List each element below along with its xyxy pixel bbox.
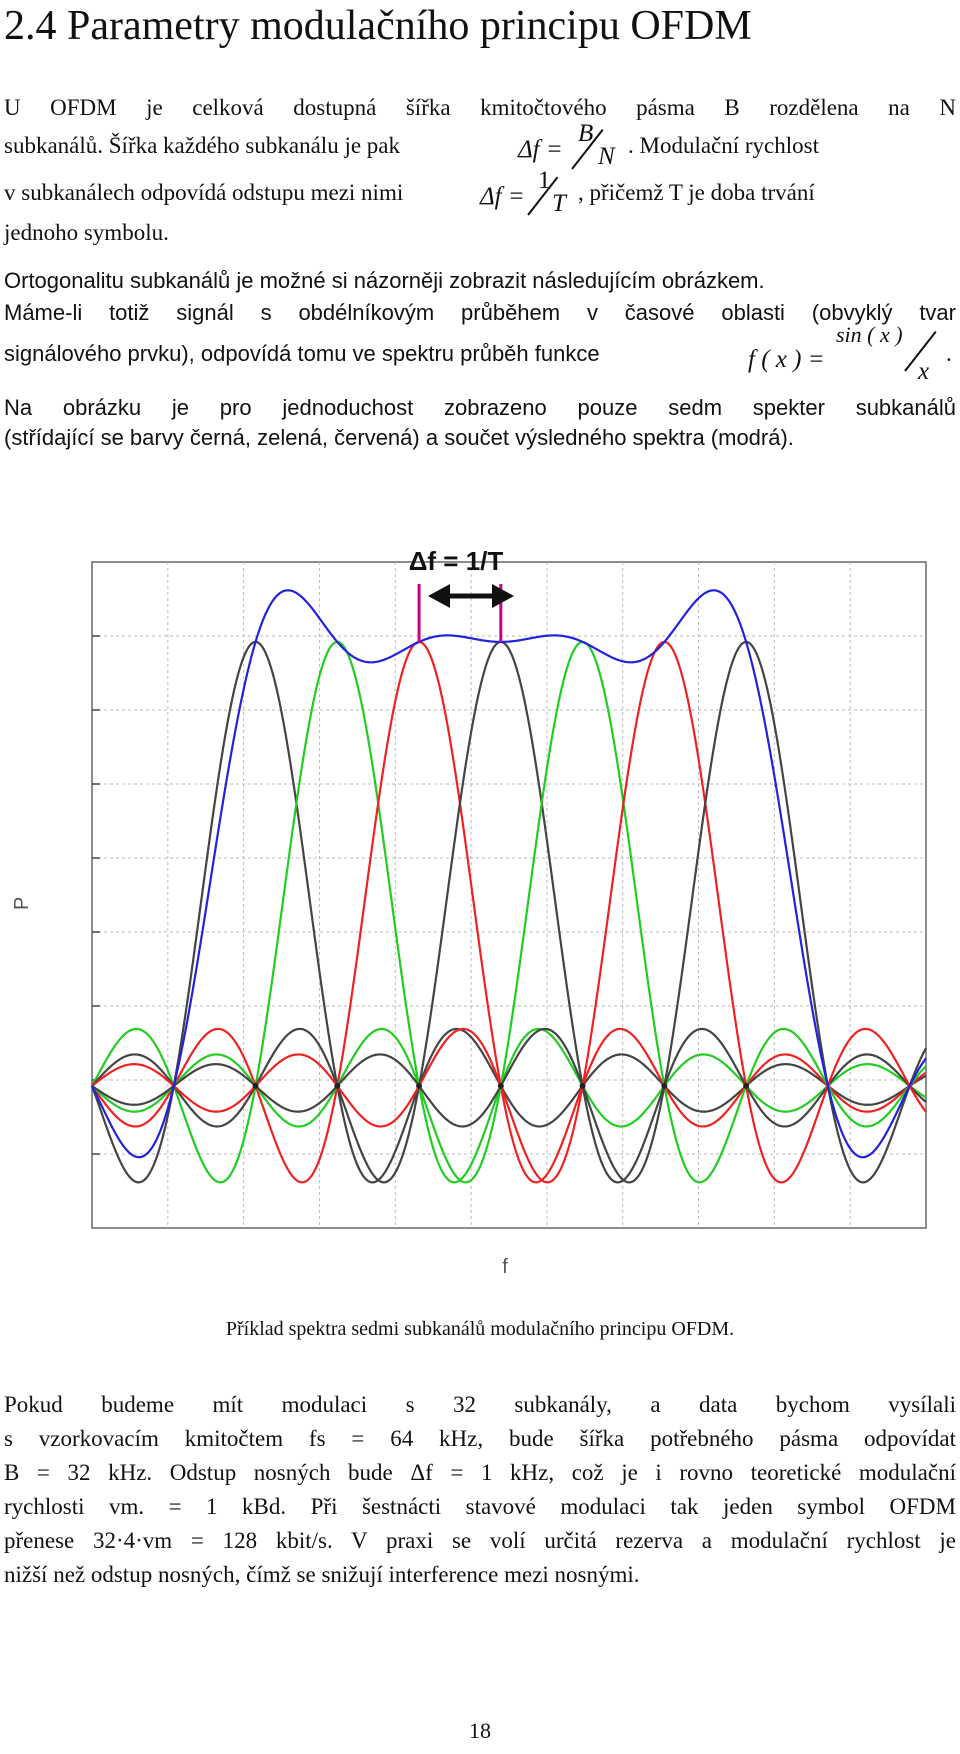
para1-line3b: , přičemž T je doba trvání (578, 180, 815, 205)
zero-crossing-dot (416, 1082, 423, 1089)
formula2-den: T (552, 190, 566, 217)
para2-line5: (střídající se barvy černá, zelená, červ… (4, 425, 794, 450)
para3-line: nižší než odstup nosných, čímž se snižuj… (4, 1562, 640, 1587)
annotation-arrow-right (492, 584, 514, 608)
zero-crossing-dot (252, 1082, 259, 1089)
sum-spectrum-curve (91, 589, 927, 1159)
subcarrier-curve (91, 640, 927, 1184)
para1-line4: jednoho symbolu. (4, 220, 169, 245)
para2-line3a: signálového prvku), odpovídá tomu ve spe… (4, 341, 600, 366)
formula3-den: x (918, 358, 930, 385)
section-heading: 2.4 Parametry modulačního principu OFDM (4, 3, 752, 49)
subcarrier-curve (91, 640, 927, 1184)
ofdm-spectrum-chart: Δf = 1/T P f (11, 546, 927, 1278)
formula1-lhs: Δf = (518, 136, 563, 163)
para1-line2a: subkanálů. Šířka každého subkanálu je pa… (4, 133, 400, 158)
annotation-arrow-left (428, 584, 450, 608)
zero-crossing-dot (743, 1082, 750, 1089)
plot-frame (91, 561, 927, 1229)
subcarrier-curve (91, 640, 927, 1184)
para3-line: s vzorkovacím kmitočtem fs = 64 kHz, bud… (4, 1426, 956, 1451)
subcarrier-curve (90, 640, 927, 1184)
subcarrier-curve (91, 640, 927, 1184)
figure-caption: Příklad spektra sedmi subkanálů modulačn… (225, 1318, 735, 1340)
x-axis-label: f (502, 1256, 508, 1278)
formula1-num: B (578, 120, 594, 147)
para1-line3a: v subkanálech odpovídá odstupu mezi nimi (4, 180, 404, 205)
zero-crossing-dot (579, 1082, 586, 1089)
para3-line: přenese 32·4·vm = 128 kbit/s. V praxi se… (4, 1528, 956, 1553)
chart-grid (91, 561, 927, 1229)
zero-crossing-dot (497, 1082, 504, 1089)
y-axis-label: P (11, 897, 33, 910)
page-number: 18 (469, 1718, 491, 1743)
para2-line3b: . (946, 341, 952, 366)
para2-line1: Ortogonalitu subkanálů je možné si názor… (4, 268, 765, 293)
annotation-label: Δf = 1/T (409, 546, 504, 576)
para1-line2b: . Modulační rychlost (628, 133, 819, 158)
subcarrier-curve (91, 640, 927, 1184)
formula2-lhs: Δf = (480, 183, 525, 210)
para3-line: Pokud budeme mít modulaci s 32 subkanály… (4, 1392, 956, 1417)
formula3-lhs: f ( x ) = (748, 346, 825, 373)
delta-f-annotation: Δf = 1/T (409, 546, 514, 608)
para3-line: B = 32 kHz. Odstup nosných bude Δf = 1 k… (4, 1460, 956, 1485)
para2-line2: Máme-li totiž signál s obdélníkovým průb… (4, 300, 956, 325)
zero-crossing-dot (334, 1082, 341, 1089)
para1-line1: U OFDM je celková dostupná šířka kmitočt… (4, 95, 956, 120)
chart-curves (90, 589, 927, 1184)
subcarrier-curve (91, 640, 927, 1184)
para3-line: rychlosti vm. = 1 kBd. Při šestnácti sta… (4, 1494, 956, 1519)
zero-crossing-dot (661, 1082, 668, 1089)
formula1-den: N (598, 143, 615, 170)
para2-line4: Na obrázku je pro jednoduchost zobrazeno… (4, 395, 956, 420)
formula3-num: sin ( x ) (836, 322, 903, 347)
